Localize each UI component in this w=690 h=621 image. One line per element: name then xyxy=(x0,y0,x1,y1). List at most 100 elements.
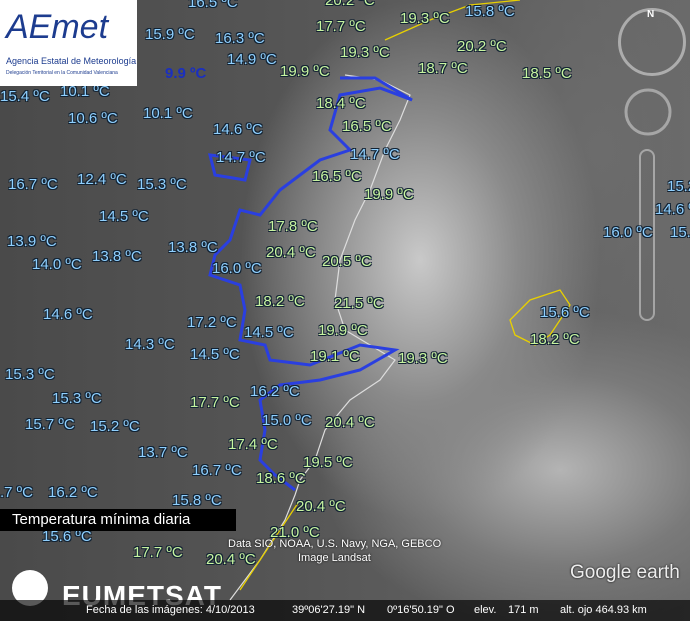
temperature-label: 21.0 ºC xyxy=(270,524,320,541)
temperature-label: 15.7 ºC xyxy=(25,416,75,433)
temperature-label: 14.6 ºC xyxy=(655,201,690,218)
temperature-label: 15.3 ºC xyxy=(137,176,187,193)
temperature-label: 16.5 ºC xyxy=(342,118,392,135)
caption: Temperatura mínima diaria xyxy=(0,509,236,531)
temperature-label: 14.6 ºC xyxy=(213,121,263,138)
temperature-label: 15.9 ºC xyxy=(145,26,195,43)
coast xyxy=(384,0,521,41)
border xyxy=(208,153,252,182)
temperature-label: 14.5 ºC xyxy=(244,324,294,341)
temperature-label: 15.3 ºC xyxy=(5,366,55,383)
temperature-label: 18.7 ºC xyxy=(418,60,468,77)
temperature-label: 10.6 ºC xyxy=(68,110,118,127)
attribution: Image Landsat xyxy=(298,552,371,564)
temperature-label: .7 ºC xyxy=(0,484,33,501)
temperature-label: 16.0 ºC xyxy=(212,260,262,277)
temperature-label: 21.5 ºC xyxy=(334,295,384,312)
aemet-logo: AEmet Agencia Estatal de Meteorología De… xyxy=(0,0,137,86)
temperature-label: 17.7 ºC xyxy=(190,394,240,411)
temperature-label: 17.7 ºC xyxy=(316,18,366,35)
logo-text: AEmet xyxy=(6,8,109,46)
temperature-label: 19.9 ºC xyxy=(318,322,368,339)
logo-subtitle: Agencia Estatal de Meteorología xyxy=(6,56,137,66)
temperature-label: 18.2 ºC xyxy=(530,331,580,348)
temperature-label: 15.8 ºC xyxy=(172,492,222,509)
logo-subtitle: Delegación Territorial en la Comunidad V… xyxy=(6,70,118,76)
temperature-label: 18.4 ºC xyxy=(316,95,366,112)
temperature-label: 20.4 ºC xyxy=(296,498,346,515)
temperature-label: 19.9 ºC xyxy=(280,63,330,80)
temperature-label: 20.5 ºC xyxy=(322,253,372,270)
temperature-label: 13.7 ºC xyxy=(138,444,188,461)
temperature-label: 16.7 ºC xyxy=(192,462,242,479)
compass-north: N xyxy=(647,9,655,20)
longitude: 0º16'50.19" O xyxy=(387,604,455,616)
temperature-label: 18.2 ºC xyxy=(255,293,305,310)
temperature-label: 16.2 ºC xyxy=(250,383,300,400)
border xyxy=(208,76,413,492)
eumetsat-logo xyxy=(12,570,48,606)
temperature-label: 17.7 ºC xyxy=(133,544,183,561)
temperature-label: 13.8 ºC xyxy=(92,248,142,265)
temperature-label: 14.3 ºC xyxy=(125,336,175,353)
pan-control[interactable] xyxy=(624,88,672,136)
temperature-label: 12.4 ºC xyxy=(77,171,127,188)
temperature-label: 14.5 ºC xyxy=(99,208,149,225)
attribution: Data SIO, NOAA, U.S. Navy, NGA, GEBCO xyxy=(228,538,442,550)
temperature-label: 10.1 ºC xyxy=(60,83,110,100)
compass[interactable]: N xyxy=(618,8,686,76)
temperature-label: 16.3 ºC xyxy=(215,30,265,47)
temperature-label: 19.3 ºC xyxy=(398,350,448,367)
temperature-label: 15.6 ºC xyxy=(42,528,92,545)
temperature-label: 16.5 ºC xyxy=(188,0,238,11)
temperature-label: 18.6 ºC xyxy=(256,470,306,487)
temperature-label: 14.7 ºC xyxy=(350,146,400,163)
temperature-label: 16.0 ºC xyxy=(603,224,653,241)
temperature-label: 14.7 ºC xyxy=(216,149,266,166)
temperature-label: 16.2 ºC xyxy=(48,484,98,501)
temperature-label: 15.6 ºC xyxy=(540,304,590,321)
temperature-label: 19.3 ºC xyxy=(340,44,390,61)
temperature-label: 20.4 ºC xyxy=(325,414,375,431)
temperature-label: 10.1 ºC xyxy=(143,105,193,122)
temperature-label: 17.8 ºC xyxy=(268,218,318,235)
temperature-label: 14.0 ºC xyxy=(32,256,82,273)
temperature-label: 20.4 ºC xyxy=(206,551,256,568)
temperature-label: 16.5 ºC xyxy=(312,168,362,185)
temperature-label: 15.4 ºC xyxy=(0,88,50,105)
temperature-label: 15.0 ºC xyxy=(262,412,312,429)
temperature-label: 15.6 xyxy=(670,224,690,241)
temperature-label: 13.8 ºC xyxy=(168,239,218,256)
elevation-label: elev. xyxy=(474,604,497,616)
temperature-label: 15.8 ºC xyxy=(465,3,515,20)
temperature-label: 19.3 ºC xyxy=(400,10,450,27)
temperature-label: 15.2 ºC xyxy=(90,418,140,435)
temperature-label: 19.5 ºC xyxy=(303,454,353,471)
elevation: 171 m xyxy=(508,604,539,616)
temperature-label: 19.9 ºC xyxy=(364,186,414,203)
temperature-label: 20.2 ºC xyxy=(457,38,507,55)
image-date: Fecha de las imágenes: 4/10/2013 xyxy=(86,604,255,616)
island xyxy=(509,289,571,346)
temperature-label: 18.5 ºC xyxy=(522,65,572,82)
temperature-label: 15.2 xyxy=(667,178,690,195)
status-bar: Fecha de las imágenes: 4/10/2013 39º06'2… xyxy=(0,600,690,621)
latitude: 39º06'27.19" N xyxy=(292,604,366,616)
temperature-label: 17.4 ºC xyxy=(228,436,278,453)
google-earth-logo: Google earth xyxy=(570,562,680,583)
temperature-label: 14.9 ºC xyxy=(227,51,277,68)
temperature-label: 19.1 ºC xyxy=(310,348,360,365)
temperature-label: 14.5 ºC xyxy=(190,346,240,363)
temperature-label: 20.4 ºC xyxy=(266,244,316,261)
zoom-slider[interactable] xyxy=(639,149,655,321)
temperature-label: 9.9 ºC xyxy=(165,65,207,82)
temperature-label: 16.7 ºC xyxy=(8,176,58,193)
temperature-label: 17.2 ºC xyxy=(187,314,237,331)
temperature-label: 15.3 ºC xyxy=(52,390,102,407)
eye-altitude: alt. ojo 464.93 km xyxy=(560,604,647,616)
coast xyxy=(239,499,301,591)
temperature-label: 13.9 ºC xyxy=(7,233,57,250)
temperature-label: 14.6 ºC xyxy=(43,306,93,323)
temperature-label: 20.2 ºC xyxy=(325,0,375,9)
